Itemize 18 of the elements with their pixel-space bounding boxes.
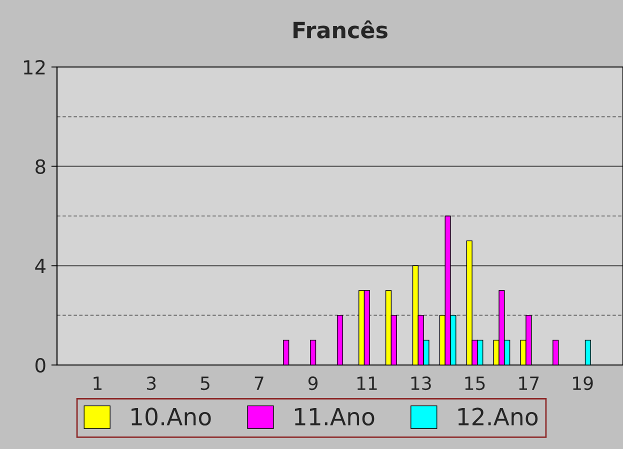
legend-label: 11.Ano [294, 408, 374, 426]
y-tick-label: 4 [35, 258, 46, 274]
x-tick-label: 7 [254, 376, 264, 390]
x-tick-label: 5 [200, 376, 210, 390]
x-tick-label: 15 [465, 376, 485, 390]
x-tick-label: 13 [411, 376, 431, 390]
chart-title: Francês [294, 20, 388, 38]
x-tick-label: 17 [519, 376, 539, 390]
x-tick-label: 9 [308, 376, 318, 390]
legend-label: 12.Ano [458, 408, 538, 426]
legend-label: 10.Ano [132, 408, 211, 426]
x-tick-label: 11 [357, 376, 377, 390]
x-tick-label: 3 [146, 376, 156, 390]
x-tick-label: 1 [94, 376, 102, 390]
y-tick-label: 0 [35, 358, 46, 373]
y-tick-label: 12 [24, 60, 45, 74]
y-tick-label: 8 [36, 159, 46, 174]
x-tick-label: 19 [573, 376, 593, 390]
